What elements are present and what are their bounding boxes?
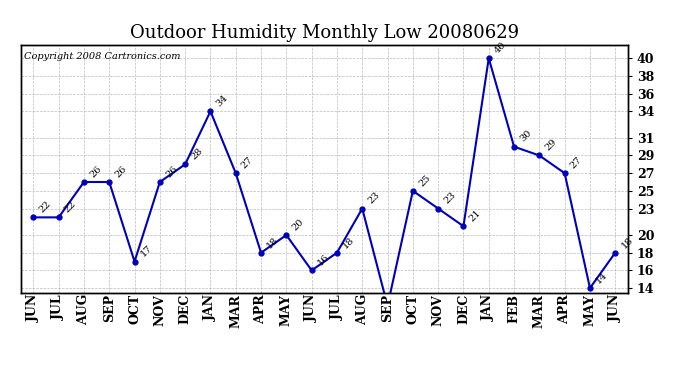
- Text: 14: 14: [594, 270, 609, 285]
- Text: 27: 27: [240, 155, 255, 170]
- Title: Outdoor Humidity Monthly Low 20080629: Outdoor Humidity Monthly Low 20080629: [130, 24, 519, 42]
- Text: 18: 18: [265, 235, 280, 250]
- Text: 27: 27: [569, 155, 584, 170]
- Text: 34: 34: [215, 93, 230, 108]
- Text: Copyright 2008 Cartronics.com: Copyright 2008 Cartronics.com: [23, 53, 180, 62]
- Text: 22: 22: [63, 200, 78, 214]
- Text: 21: 21: [468, 208, 483, 224]
- Text: 26: 26: [113, 164, 128, 179]
- Text: 40: 40: [493, 40, 508, 56]
- Text: 30: 30: [518, 129, 533, 144]
- Text: 22: 22: [37, 200, 52, 214]
- Text: 29: 29: [544, 138, 559, 153]
- Text: 12: 12: [0, 374, 1, 375]
- Text: 23: 23: [442, 190, 457, 206]
- Text: 18: 18: [620, 235, 635, 250]
- Text: 26: 26: [164, 164, 179, 179]
- Text: 25: 25: [417, 173, 432, 188]
- Text: 26: 26: [88, 164, 104, 179]
- Text: 23: 23: [366, 190, 382, 206]
- Text: 28: 28: [189, 147, 204, 162]
- Text: 17: 17: [139, 244, 154, 259]
- Text: 18: 18: [341, 235, 356, 250]
- Text: 20: 20: [290, 217, 306, 232]
- Text: 16: 16: [316, 252, 331, 268]
